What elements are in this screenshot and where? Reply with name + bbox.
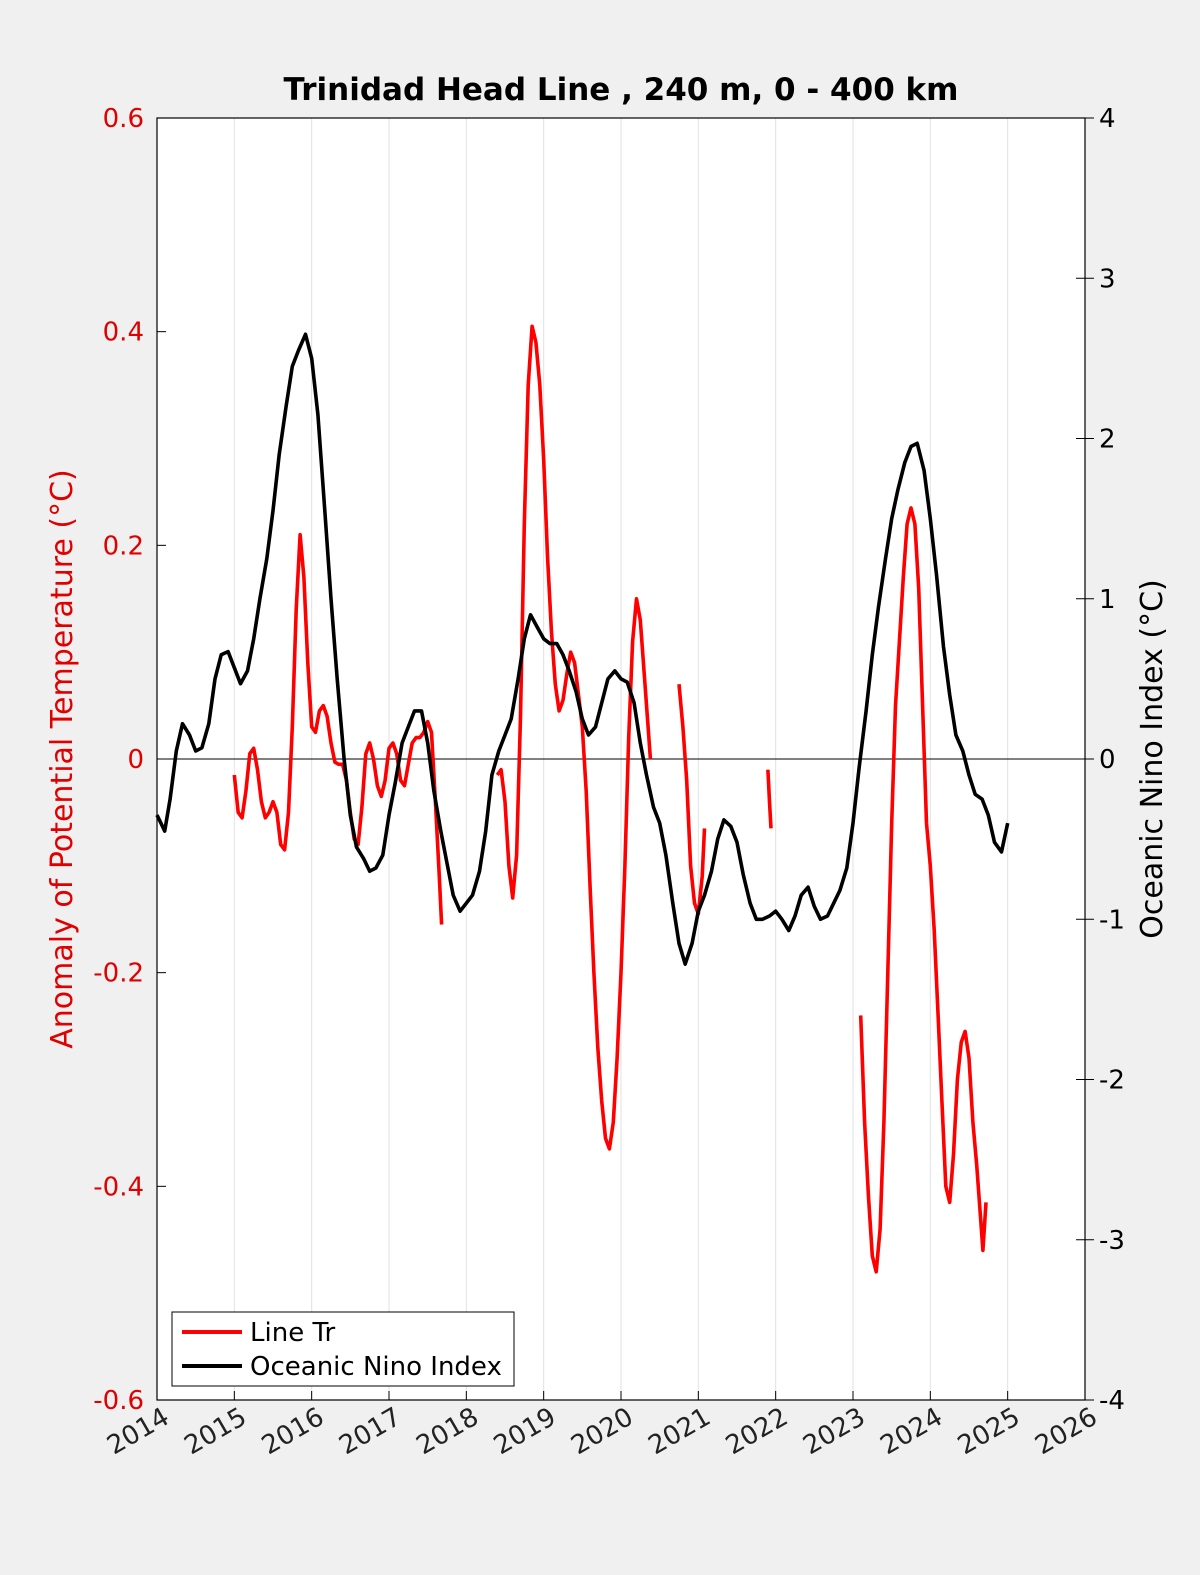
x-axis-ticks: 2014 2015 2016 2017 2018 2019 2020 2021 2022 2023… [102,1391,1103,1461]
left-axis-ticks: -0.6 -0.4 -0.2 0 0.2 0.4 0.6 [93,104,166,1416]
x-tick-label: 2015 [180,1402,252,1461]
x-tick-label: 2021 [644,1402,716,1461]
right-tick-label: 2 [1099,425,1116,455]
left-tick-label: -0.6 [93,1386,144,1416]
left-tick-label: 0.4 [103,318,144,348]
x-tick-label: 2022 [721,1402,793,1461]
x-tick-label: 2024 [876,1402,948,1461]
line-tr-series-segment-0 [232,532,444,925]
right-tick-label: -3 [1099,1226,1125,1256]
x-tick-label: 2025 [953,1402,1025,1461]
x-tick-label: 2020 [566,1402,638,1461]
right-tick-label: 3 [1099,264,1116,294]
right-axis-label: Oceanic Nino Index (°C) [1135,579,1170,939]
legend-box [171,1311,515,1387]
right-tick-label: 1 [1099,585,1116,615]
x-tick-label: 2019 [489,1402,561,1461]
legend-label-line-tr: Line Tr [250,1318,336,1348]
x-tick-label: 2016 [257,1402,329,1461]
left-axis-label: Anomaly of Potential Temperature (°C) [45,469,80,1048]
right-tick-label: -4 [1099,1386,1125,1416]
legend-label-oni: Oceanic Nino Index [250,1352,502,1382]
line-tr-series-segment-2 [677,684,707,916]
series-group [155,324,1010,1274]
right-tick-label: 4 [1099,104,1116,134]
line-tr-series-segment-1 [495,324,653,1151]
right-tick-label: -1 [1099,905,1125,935]
left-tick-label: 0.2 [103,531,144,561]
right-tick-label: -2 [1099,1066,1125,1096]
x-tick-label: 2023 [798,1402,870,1461]
left-tick-label: 0 [127,745,144,775]
right-axis-ticks: -4 -3 -2 -1 0 1 2 3 4 [1076,104,1125,1416]
left-tick-label: -0.2 [93,959,144,989]
x-tick-label: 2018 [412,1402,484,1461]
left-tick-label: -0.4 [93,1172,144,1202]
line-tr-series-segment-3 [766,769,773,829]
x-tick-label: 2017 [334,1402,406,1461]
legend: Line Tr Oceanic Nino Index [171,1311,515,1387]
oni-series-segment-0 [155,332,1010,966]
x-tick-label: 2026 [1030,1402,1102,1461]
right-tick-label: 0 [1099,745,1116,775]
left-tick-label: 0.6 [103,104,144,134]
line-tr-series-segment-4 [858,506,988,1274]
chart-title: Trinidad Head Line , 240 m, 0 - 400 km [284,72,959,108]
